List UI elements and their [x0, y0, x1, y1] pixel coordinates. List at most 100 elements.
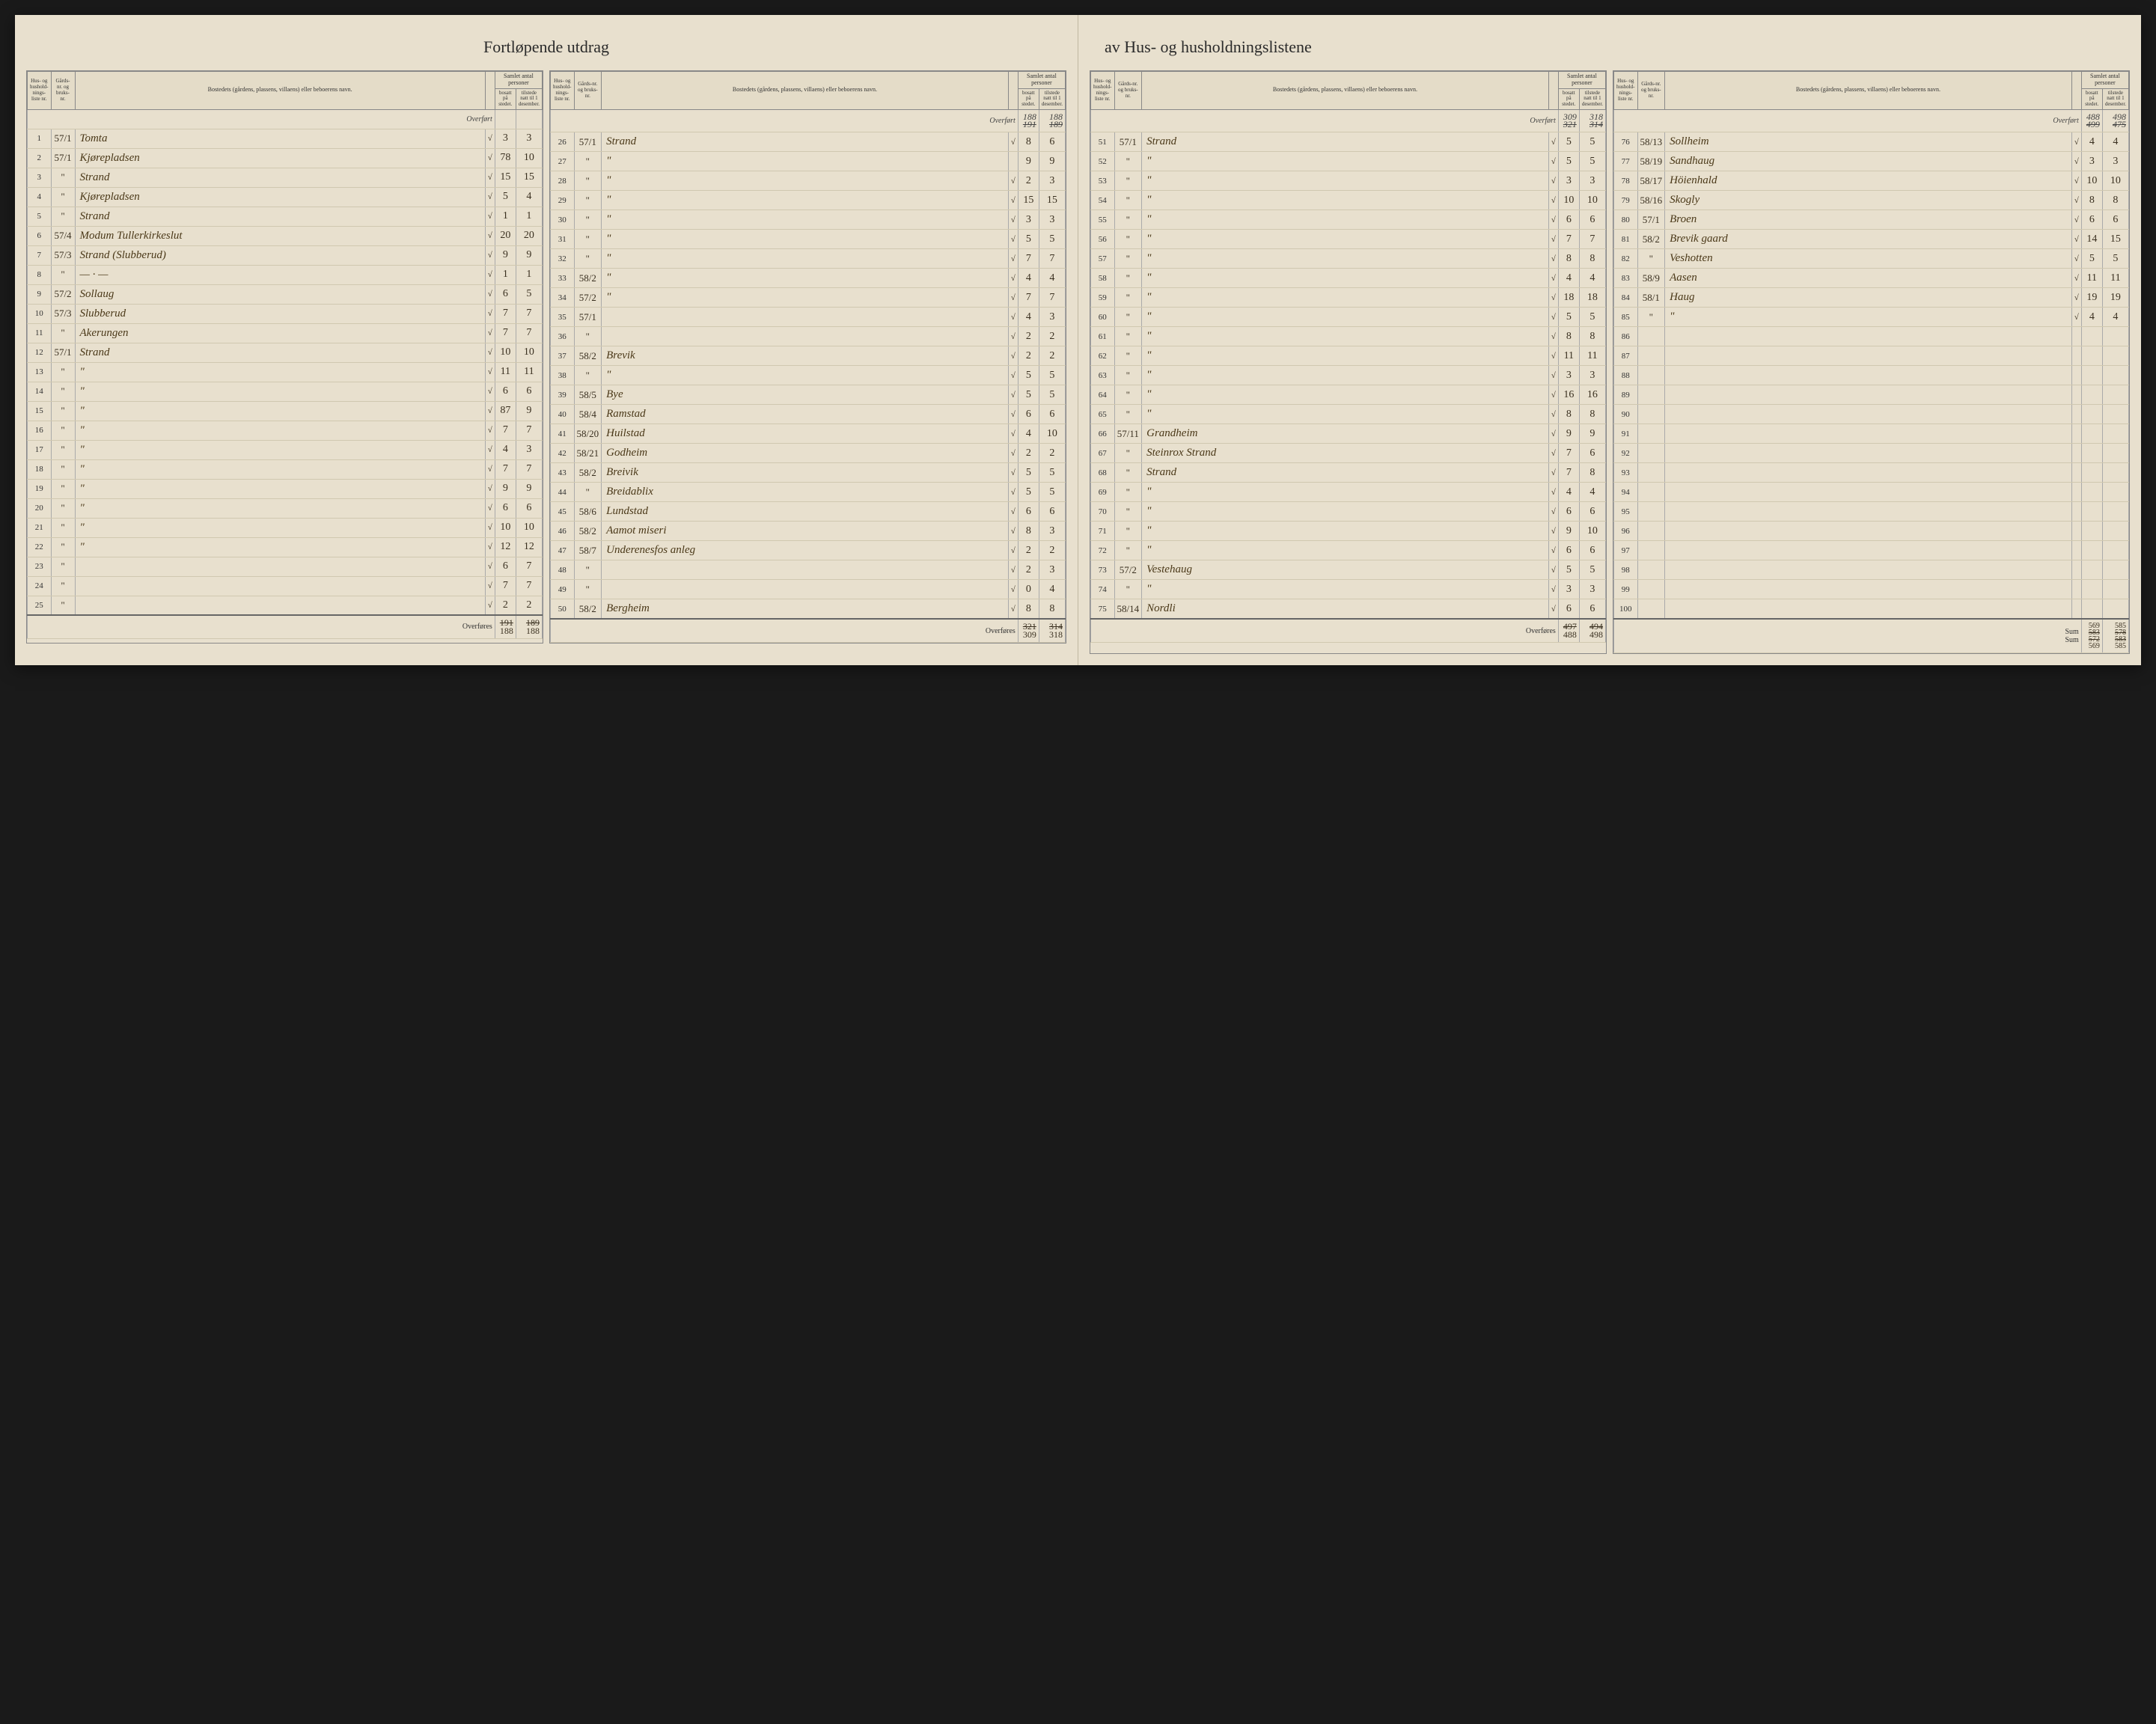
title-right: av Hus- og husholdningslistene — [1090, 37, 2130, 57]
tilstede-val — [2102, 385, 2128, 405]
tilstede-val: 2 — [1039, 444, 1065, 463]
gard-nr: 58/17 — [1637, 171, 1665, 191]
bosted-name — [602, 308, 1009, 327]
bosatt-val: 6 — [1018, 502, 1039, 522]
row-num: 17 — [28, 440, 52, 459]
row-num: 28 — [551, 171, 575, 191]
row-num: 16 — [28, 421, 52, 440]
check-mark: √ — [485, 284, 495, 304]
ledger-table: Hus- og hushold-nings-liste nr. Gårds-nr… — [1090, 71, 1606, 643]
check-mark: √ — [1008, 132, 1018, 152]
bosted-name: " — [1142, 522, 1549, 541]
tilstede-val: 19 — [2102, 288, 2128, 308]
table-row: 91 — [1614, 424, 2129, 444]
tilstede-val — [2102, 560, 2128, 580]
bosatt-val — [2081, 366, 2102, 385]
bosted-name — [1665, 346, 2072, 366]
overfort-label: Overført — [551, 109, 1019, 132]
check-mark: √ — [1548, 502, 1558, 522]
table-row: 9 57/2 Sollaug √ 6 5 — [28, 284, 543, 304]
bosatt-val — [2081, 405, 2102, 424]
bosatt-val: 3 — [1558, 580, 1579, 599]
table-row: 2 57/1 Kjørepladsen √ 78 10 — [28, 148, 543, 168]
bosted-name — [75, 557, 485, 576]
panel-0: Hus- og hushold-nings-liste nr. Gårds-nr… — [26, 70, 543, 644]
check-mark — [2071, 346, 2081, 366]
check-mark — [2071, 424, 2081, 444]
row-num: 38 — [551, 366, 575, 385]
bosatt-val: 7 — [495, 421, 516, 440]
table-row: 20 " " √ 6 6 — [28, 498, 543, 518]
gard-nr: " — [51, 440, 75, 459]
tilstede-val: 7 — [516, 557, 542, 576]
check-mark: √ — [485, 498, 495, 518]
bosted-name: Lundstad — [602, 502, 1009, 522]
tilstede-val: 6 — [516, 382, 542, 401]
check-mark: √ — [1548, 385, 1558, 405]
check-mark: √ — [1548, 424, 1558, 444]
tilstede-val: 3 — [1039, 210, 1065, 230]
bosted-name: Breidablix — [602, 483, 1009, 502]
bosatt-val: 10 — [2081, 171, 2102, 191]
check-mark: √ — [1008, 288, 1018, 308]
row-num: 100 — [1614, 599, 1638, 619]
table-row: 57 " " √ 8 8 — [1091, 249, 1606, 269]
bosatt-val: 8 — [1558, 405, 1579, 424]
gard-nr — [1637, 541, 1665, 560]
table-row: 77 58/19 Sandhaug √ 3 3 — [1614, 152, 2129, 171]
tilstede-val: 6 — [1039, 502, 1065, 522]
bosted-name — [75, 576, 485, 596]
table-row: 39 58/5 Bye √ 5 5 — [551, 385, 1066, 405]
gard-nr: " — [574, 191, 602, 210]
gard-nr: " — [1114, 191, 1142, 210]
hdr-samlet: Samlet antal personer — [2081, 72, 2128, 89]
bosatt-val: 4 — [2081, 132, 2102, 152]
row-num: 27 — [551, 152, 575, 171]
bosted-name — [1665, 483, 2072, 502]
row-num: 18 — [28, 459, 52, 479]
row-num: 44 — [551, 483, 575, 502]
row-num: 93 — [1614, 463, 1638, 483]
bosted-name: Strand — [1142, 132, 1549, 152]
bosatt-val: 9 — [1018, 152, 1039, 171]
table-row: 6 57/4 Modum Tullerkirkeslut √ 20 20 — [28, 226, 543, 245]
row-num: 89 — [1614, 385, 1638, 405]
tilstede-val: 3 — [1039, 308, 1065, 327]
tilstede-val — [2102, 366, 2128, 385]
check-mark: √ — [1008, 210, 1018, 230]
row-num: 75 — [1091, 599, 1115, 620]
bosted-name: " — [75, 518, 485, 537]
hdr-chk — [1008, 72, 1018, 110]
row-num: 30 — [551, 210, 575, 230]
bosted-name: " — [1142, 171, 1549, 191]
tilstede-val: 5 — [1039, 463, 1065, 483]
table-row: 7 57/3 Strand (Slubberud) √ 9 9 — [28, 245, 543, 265]
right-columns: Hus- og hushold-nings-liste nr. Gårds-nr… — [1090, 70, 2130, 654]
gard-nr: " — [51, 187, 75, 207]
check-mark: √ — [1548, 463, 1558, 483]
bosatt-val — [2081, 541, 2102, 560]
row-num: 23 — [28, 557, 52, 576]
check-mark: √ — [1008, 171, 1018, 191]
check-mark: √ — [1548, 171, 1558, 191]
table-row: 97 — [1614, 541, 2129, 560]
tilstede-val: 11 — [2102, 269, 2128, 288]
tilstede-val: 9 — [1579, 424, 1605, 444]
table-row: 18 " " √ 7 7 — [28, 459, 543, 479]
overfort-row: Overført 488499 498475 — [1614, 109, 2129, 132]
check-mark: √ — [485, 343, 495, 362]
check-mark: √ — [1008, 308, 1018, 327]
table-row: 45 58/6 Lundstad √ 6 6 — [551, 502, 1066, 522]
bosatt-val: 7 — [1018, 249, 1039, 269]
overfort-label: Overført — [1091, 109, 1559, 132]
row-num: 85 — [1614, 308, 1638, 327]
overfort-bosatt: 188191 — [1018, 109, 1039, 132]
bosted-name — [1665, 560, 2072, 580]
gard-nr: " — [574, 580, 602, 599]
gard-nr: 57/1 — [574, 132, 602, 152]
tilstede-val: 3 — [516, 440, 542, 459]
overfores-tilstede: 494498 — [1579, 619, 1605, 642]
gard-nr: 58/2 — [574, 346, 602, 366]
bosatt-val: 7 — [495, 576, 516, 596]
table-row: 83 58/9 Aasen √ 11 11 — [1614, 269, 2129, 288]
